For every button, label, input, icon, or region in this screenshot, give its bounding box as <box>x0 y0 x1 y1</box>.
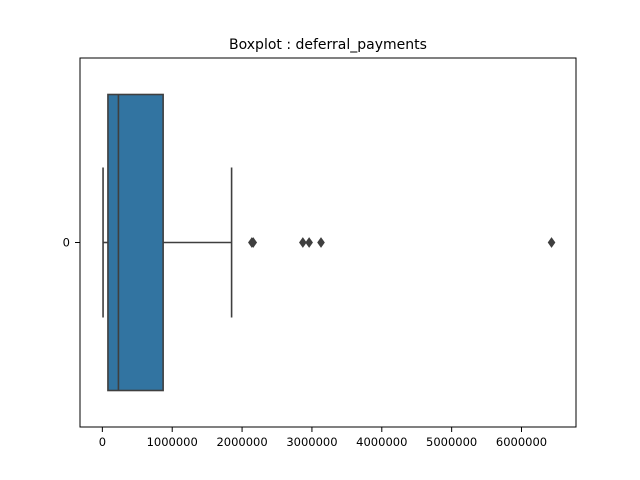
outlier-point <box>547 237 556 248</box>
x-tick-label: 1000000 <box>147 435 198 449</box>
x-tick-label: 2000000 <box>216 435 267 449</box>
outlier-point <box>249 237 258 248</box>
outlier-point <box>299 237 307 248</box>
x-tick-label: 6000000 <box>496 435 547 449</box>
iqr-box <box>107 93 164 392</box>
y-tick-label: 0 <box>63 236 70 250</box>
outlier-point <box>305 237 313 248</box>
plot-area: 0 1000000 2000000 3000000 4000000 5000000 6000… <box>63 57 577 449</box>
outlier-point <box>317 237 325 248</box>
chart-title: Boxplot : deferral_payments <box>229 37 427 53</box>
x-tick-label: 5000000 <box>426 435 477 449</box>
x-tick-label: 0 <box>99 435 106 449</box>
x-tick-label: 4000000 <box>356 435 407 449</box>
x-tick-label: 3000000 <box>286 435 337 449</box>
